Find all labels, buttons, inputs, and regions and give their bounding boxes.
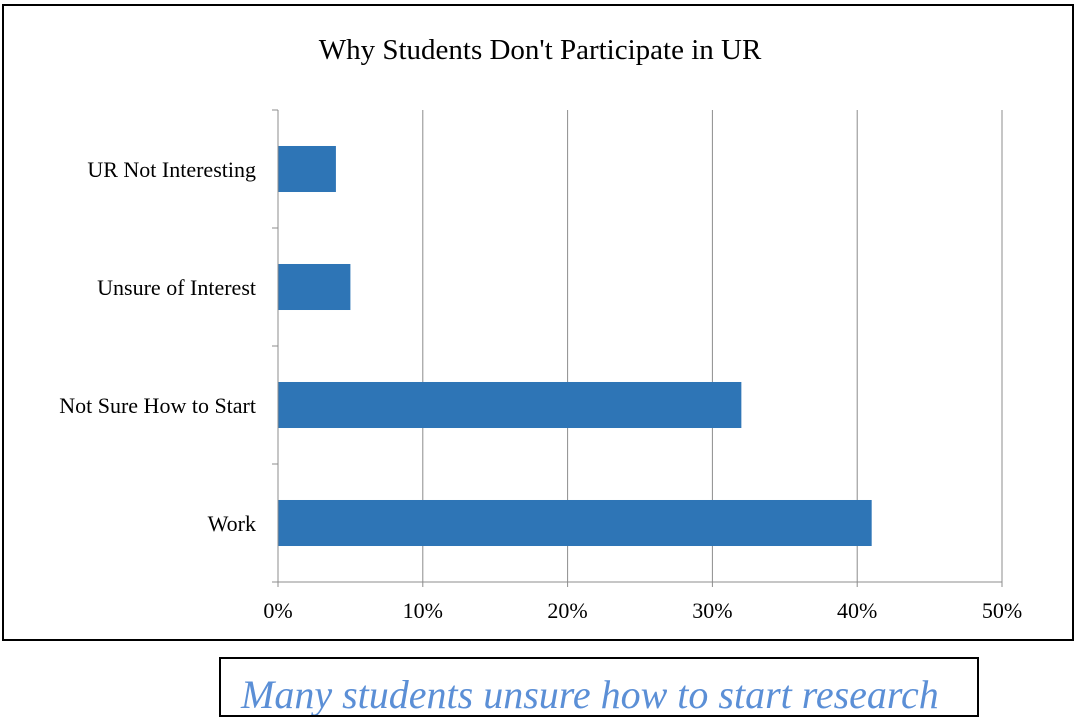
category-label: Unsure of Interest <box>97 275 256 300</box>
category-label: Work <box>208 511 256 536</box>
category-label: UR Not Interesting <box>87 157 256 182</box>
bar <box>278 499 872 547</box>
chart-title: Why Students Don't Participate in UR <box>318 34 762 66</box>
category-label: Not Sure How to Start <box>59 393 256 418</box>
chart-frame: Why Students Don't Participate in UR 0% 1… <box>2 4 1074 641</box>
x-tick-label: 50% <box>982 598 1022 623</box>
plot-area: 0% 10% 20% 30% 40% 50% UR Not Interesting Unsur… <box>59 109 1022 623</box>
bar <box>278 381 742 429</box>
caption-text: Many students unsure how to start resear… <box>241 672 939 717</box>
x-tick-label: 10% <box>403 598 443 623</box>
x-tick-label: 0% <box>263 598 292 623</box>
caption-box: Many students unsure how to start resear… <box>219 657 979 717</box>
bar <box>278 145 336 193</box>
x-tick-label: 30% <box>692 598 732 623</box>
x-tick-label: 20% <box>547 598 587 623</box>
x-tick-label: 40% <box>837 598 877 623</box>
bar <box>278 263 351 311</box>
